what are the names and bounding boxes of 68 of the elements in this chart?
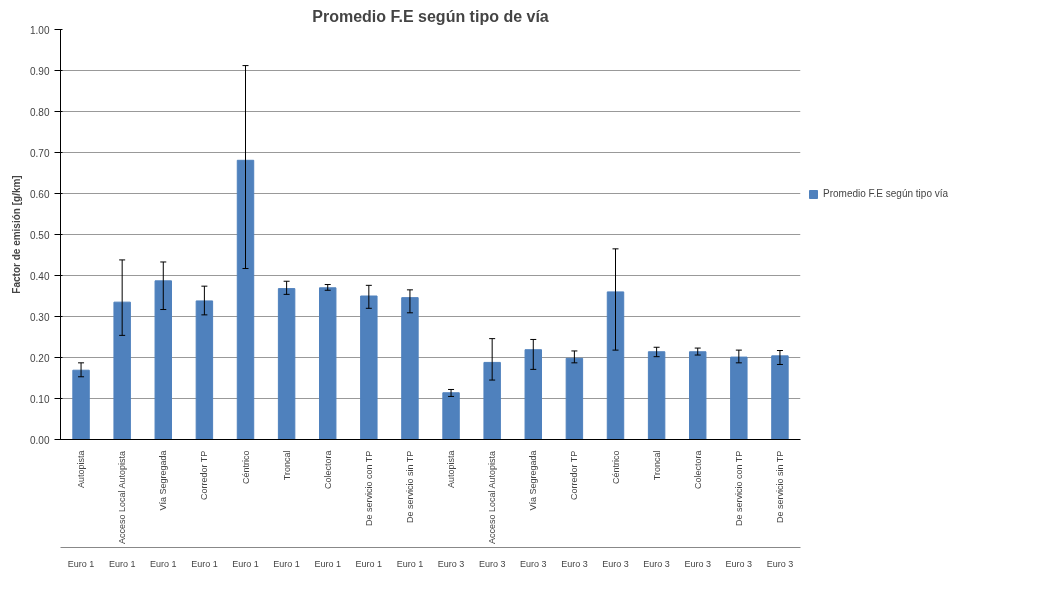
bar — [401, 297, 419, 440]
bar — [771, 355, 789, 440]
category-label: Euro 3 — [684, 558, 711, 569]
bar — [606, 291, 625, 440]
y-tick-label: 0.40 — [30, 270, 50, 282]
category-label: Euro 3 — [561, 558, 588, 569]
bar — [154, 280, 172, 440]
y-tick-label: 0.80 — [30, 106, 50, 118]
category-label: Euro 3 — [643, 558, 670, 569]
bar — [565, 357, 584, 440]
y-tick-label: 0.20 — [30, 352, 50, 364]
legend-label: Promedio F.E según tipo vía — [823, 188, 949, 199]
category-label: Euro 1 — [108, 558, 136, 569]
category-label: Euro 3 — [520, 558, 547, 569]
category-label: Vía Segregada — [528, 450, 539, 511]
category-label: De servicio con TP — [733, 450, 744, 527]
bar — [689, 351, 707, 440]
category-label: Corredor TP — [199, 450, 210, 501]
chart-title: Promedio F.E según tipo de vía — [312, 7, 549, 25]
bar — [72, 369, 90, 440]
bar — [524, 349, 542, 440]
category-label: Troncal — [651, 450, 662, 481]
y-tick-label: 0.30 — [30, 311, 50, 323]
y-tick-label: 0.60 — [30, 188, 50, 200]
bar — [442, 392, 460, 440]
y-tick-label: 0.10 — [30, 393, 50, 405]
category-label: Autopista — [446, 450, 457, 489]
y-tick-label: 0.90 — [30, 65, 50, 77]
category-label: Corredor TP — [569, 450, 580, 501]
category-label: De servicio sin TP — [404, 450, 415, 524]
category-label: Euro 1 — [314, 558, 341, 569]
category-label: Euro 3 — [766, 558, 794, 569]
category-label: Euro 1 — [273, 558, 300, 569]
y-tick-label: 0.50 — [30, 229, 50, 241]
category-label: Troncal — [281, 450, 292, 481]
bar — [113, 301, 131, 440]
category-label: Euro 1 — [232, 558, 259, 569]
category-label: Acceso Local Autopista — [487, 450, 498, 545]
category-label: Euro 1 — [150, 558, 177, 569]
bar — [647, 351, 666, 440]
category-label: Euro 1 — [396, 558, 424, 569]
category-label: Céntrico — [610, 450, 621, 485]
bar — [483, 361, 501, 440]
bar — [195, 300, 214, 440]
category-label: Euro 3 — [437, 558, 465, 569]
category-label: Vía Segregada — [158, 450, 169, 511]
bar — [360, 295, 378, 440]
category-label: Colectora — [692, 450, 703, 490]
category-label: Acceso Local Autopista — [117, 450, 128, 545]
category-label: Euro 1 — [355, 558, 383, 569]
bar — [319, 287, 337, 440]
category-label: Colectora — [322, 450, 333, 490]
y-axis-title: Factor de emisión [g/km] — [11, 175, 23, 294]
y-tick-label: 0.00 — [30, 434, 50, 446]
bar — [277, 288, 296, 440]
category-label: De servicio con TP — [363, 450, 374, 527]
category-label: Euro 3 — [725, 558, 753, 569]
bar — [730, 356, 748, 440]
y-tick-label: 0.70 — [30, 147, 50, 159]
category-label: Autopista — [76, 450, 87, 489]
category-label: Euro 1 — [67, 558, 95, 569]
category-label: De servicio sin TP — [774, 450, 785, 524]
category-label: Euro 3 — [602, 558, 629, 569]
y-tick-label: 1.00 — [30, 24, 50, 36]
category-label: Céntrico — [240, 450, 251, 485]
bar — [236, 159, 255, 440]
category-label: Euro 3 — [478, 558, 506, 569]
category-label: Euro 1 — [191, 558, 218, 569]
